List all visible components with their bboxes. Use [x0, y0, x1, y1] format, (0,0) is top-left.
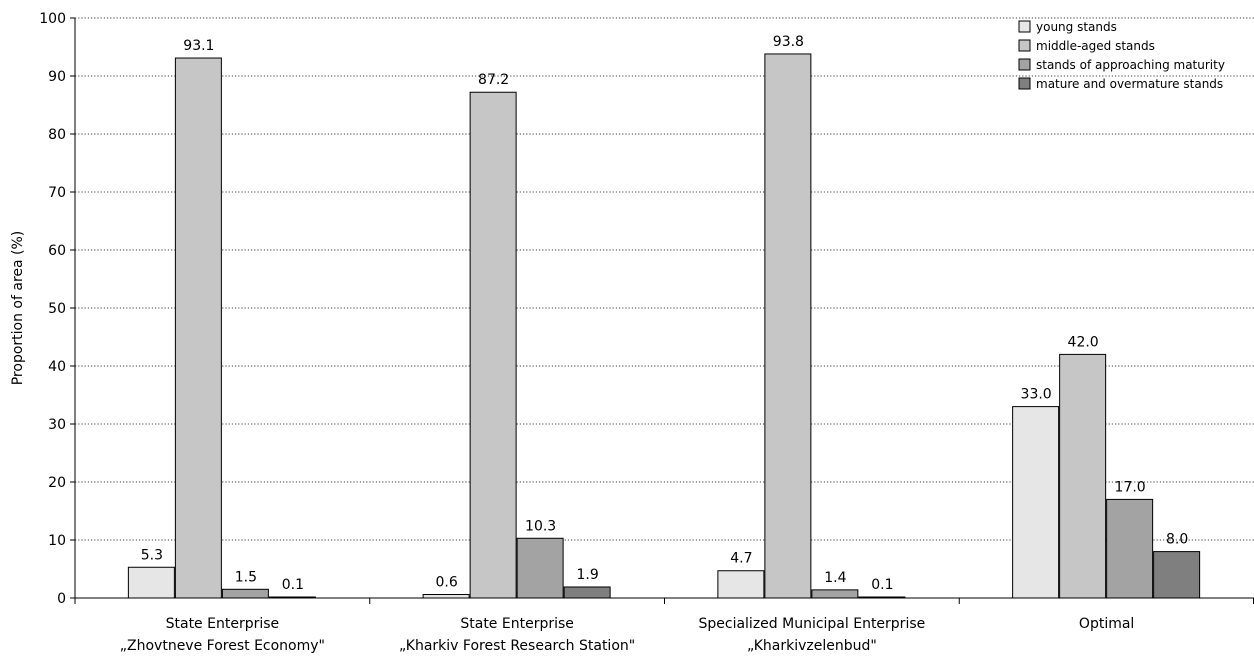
data-label: 93.1 [183, 38, 214, 54]
y-tick-label: 90 [48, 69, 66, 85]
bar [563, 586, 611, 599]
legend-entry: mature and overmature stands [1036, 77, 1223, 91]
data-label: 33.0 [1021, 387, 1052, 403]
data-labels: 5.3 93.1 1.5 0.1 0.6 87.2 10.3 1.9 4.7 93.8 1.4 0.1… [141, 34, 1189, 593]
y-tick-label: 70 [48, 185, 66, 201]
bar [717, 570, 765, 599]
bar [422, 594, 470, 599]
bars [127, 53, 1201, 599]
data-label: 1.5 [235, 569, 257, 585]
legend: young stands middle-aged stands stands of … [1018, 20, 1225, 91]
bar [174, 57, 222, 599]
x-tick-label: „Kharkiv Forest Research Station" [399, 638, 635, 654]
y-tick-label: 50 [48, 301, 66, 317]
legend-entry: young stands [1036, 20, 1117, 34]
data-label: 0.1 [282, 577, 304, 593]
data-label: 42.0 [1068, 334, 1099, 350]
y-tick-label: 60 [48, 243, 66, 259]
data-label: 0.6 [435, 575, 457, 591]
data-label: 8.0 [1166, 532, 1188, 548]
data-label: 4.7 [730, 551, 752, 567]
bar [858, 596, 906, 599]
x-tick-label: State Enterprise [460, 616, 574, 632]
data-label: 1.9 [576, 567, 598, 583]
x-tick-label: Specialized Municipal Enterprise [698, 616, 925, 632]
legend-swatch [1018, 20, 1031, 33]
data-label: 87.2 [478, 72, 509, 88]
bar [1153, 551, 1201, 599]
bar [127, 566, 175, 599]
bar [764, 53, 812, 599]
x-tick-label: Optimal [1079, 616, 1134, 632]
x-tick-label: „Zhovtneve Forest Economy" [120, 638, 325, 654]
data-label: 5.3 [141, 547, 163, 563]
y-tick-label: 10 [48, 533, 66, 549]
x-tick-label: State Enterprise [166, 616, 280, 632]
bar [1012, 406, 1060, 599]
bar [811, 589, 859, 599]
data-label: 93.8 [773, 34, 804, 50]
data-label: 10.3 [525, 518, 556, 534]
bar [268, 596, 316, 599]
y-tick-label: 80 [48, 127, 66, 143]
bar [1106, 498, 1154, 599]
y-tick-label: 40 [48, 359, 66, 375]
data-label: 17.0 [1115, 479, 1146, 495]
bar [516, 537, 564, 599]
y-axis-label: Proportion of area (%) [10, 231, 26, 386]
y-tick-label: 100 [39, 11, 66, 27]
data-label: 0.1 [871, 577, 893, 593]
y-tick-label: 30 [48, 417, 66, 433]
bar [221, 588, 269, 599]
legend-swatch [1018, 77, 1031, 90]
bar [469, 91, 517, 599]
legend-entry: stands of approaching maturity [1036, 58, 1225, 72]
axes: 0 10 20 30 40 50 60 70 80 90 100 State Enterprise „Z… [39, 11, 1254, 654]
y-tick-label: 20 [48, 475, 66, 491]
legend-entry: middle-aged stands [1036, 39, 1155, 53]
legend-swatch [1018, 58, 1031, 71]
legend-swatch [1018, 39, 1031, 52]
bar [1059, 353, 1107, 599]
y-tick-label: 0 [57, 591, 66, 607]
data-label: 1.4 [824, 570, 846, 586]
x-tick-label: „Kharkivzelenbud" [747, 638, 877, 654]
